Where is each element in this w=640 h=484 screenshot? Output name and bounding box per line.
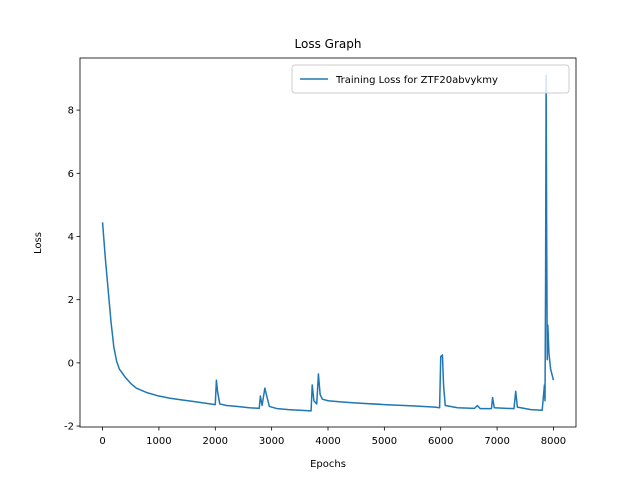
y-tick-label: 4 bbox=[68, 232, 74, 243]
legend-box bbox=[291, 64, 570, 94]
y-tick-label: 2 bbox=[68, 295, 74, 306]
series-line bbox=[101, 74, 555, 412]
x-tick-label: 0 bbox=[99, 436, 105, 447]
x-tick-label: 5000 bbox=[372, 436, 397, 447]
y-tick-label: -2 bbox=[64, 422, 74, 433]
x-tick-label: 6000 bbox=[428, 436, 453, 447]
x-tick-label: 4000 bbox=[315, 436, 340, 447]
y-axis-label: Loss bbox=[33, 232, 44, 254]
axes-frame bbox=[79, 57, 577, 428]
x-tick-label: 3000 bbox=[259, 436, 284, 447]
x-tick-label: 7000 bbox=[484, 436, 509, 447]
legend-label: Training Loss for ZTF20abvykmy bbox=[335, 75, 498, 86]
x-axis-label: Epochs bbox=[310, 459, 346, 470]
x-tick-label: 1000 bbox=[146, 436, 171, 447]
chart-title: Loss Graph bbox=[295, 37, 362, 51]
y-tick-label: 8 bbox=[68, 106, 74, 117]
y-tick-label: 6 bbox=[68, 169, 74, 180]
x-tick-label: 8000 bbox=[541, 436, 566, 447]
y-tick-label: 0 bbox=[68, 358, 74, 369]
x-tick-label: 2000 bbox=[203, 436, 228, 447]
